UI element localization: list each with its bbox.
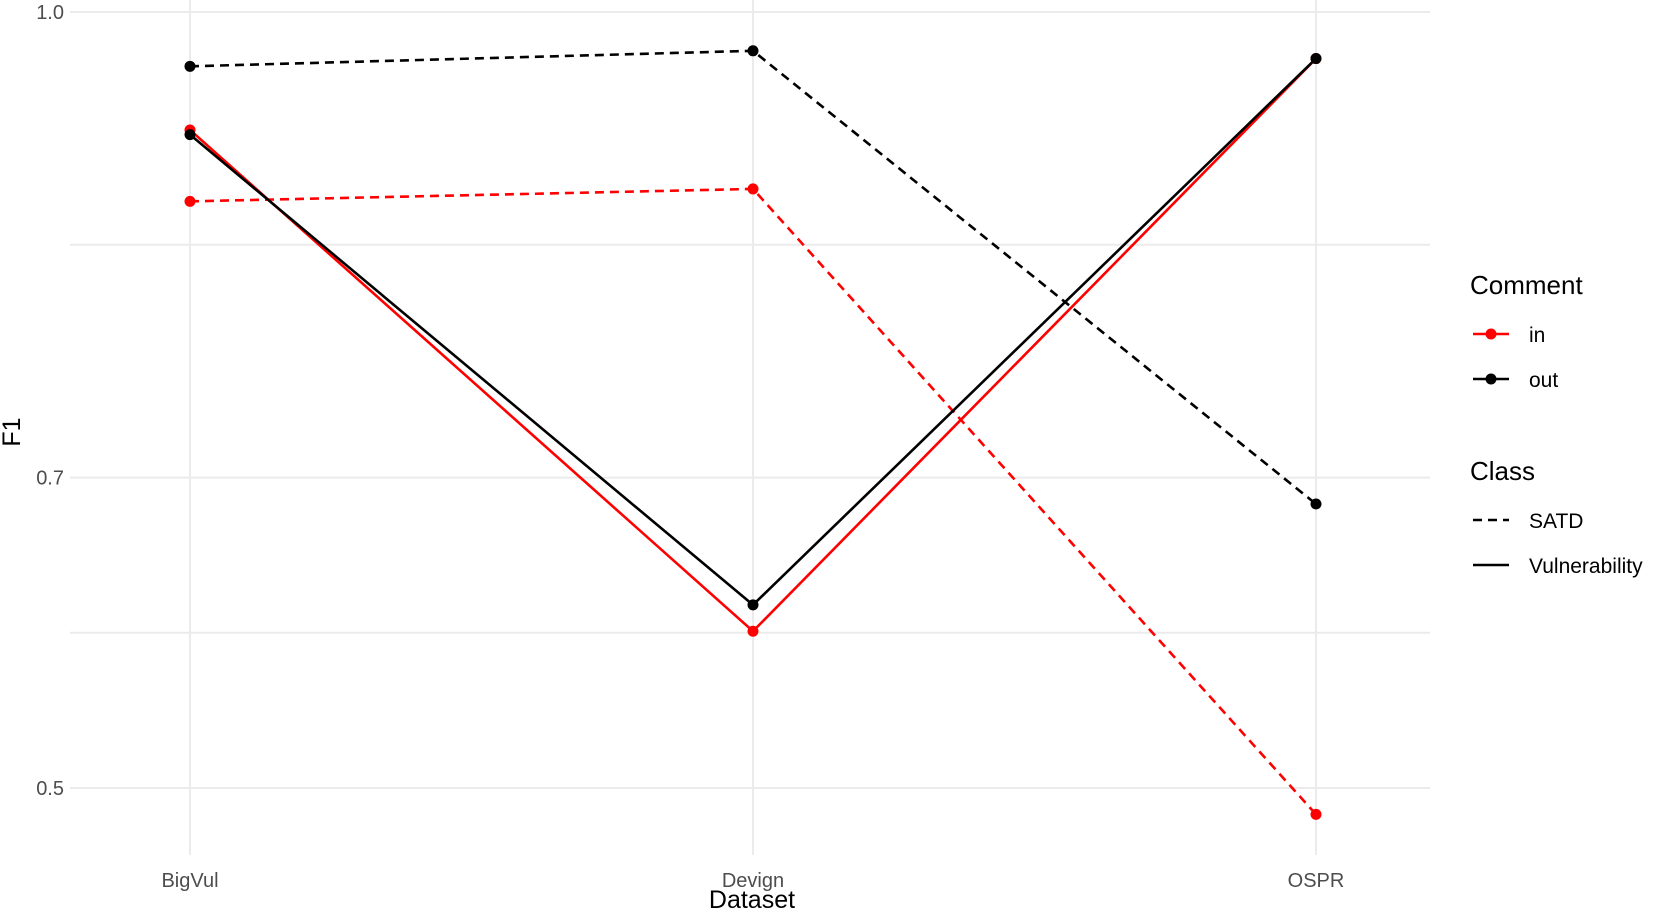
legend-label-out: out (1529, 369, 1558, 392)
y-tick-label: 1.0 (36, 2, 64, 24)
data-point-in-satd (1310, 808, 1322, 820)
data-point-out-satd (1310, 498, 1322, 510)
legend-title-class: Class (1470, 456, 1535, 486)
data-point-out-vulnerability (184, 129, 196, 141)
grid (70, 0, 1430, 855)
y-tick-label: 0.7 (36, 468, 64, 490)
data-point-in-vulnerability (747, 625, 759, 637)
points-layer (184, 45, 1322, 820)
data-point-out-vulnerability (747, 599, 759, 611)
x-tick-label: OSPR (1288, 870, 1345, 892)
x-tick-label: Devign (722, 870, 784, 892)
data-point-in-satd (747, 183, 759, 195)
x-axis-title: Dataset (709, 886, 795, 914)
data-point-in-satd (184, 195, 196, 207)
y-axis-title: F1 (0, 417, 26, 446)
y-tick-label: 0.5 (36, 778, 64, 800)
legend-key-out-point (1485, 373, 1497, 385)
tick-labels: 0.5 0.7 1.0 BigVul Devign OSPR (36, 2, 1344, 892)
data-point-out-satd (747, 45, 759, 57)
legend-label-vulnerability: Vulnerability (1529, 555, 1643, 578)
data-point-out-satd (184, 60, 196, 72)
legend-title-comment: Comment (1470, 270, 1583, 300)
data-point-out-vulnerability (1310, 53, 1322, 65)
legend: Comment in out Class SATD Vulnerability (1470, 270, 1643, 578)
x-tick-label: BigVul (161, 870, 218, 892)
legend-key-in-point (1485, 328, 1497, 340)
legend-label-in: in (1529, 324, 1545, 347)
legend-label-satd: SATD (1529, 510, 1583, 533)
